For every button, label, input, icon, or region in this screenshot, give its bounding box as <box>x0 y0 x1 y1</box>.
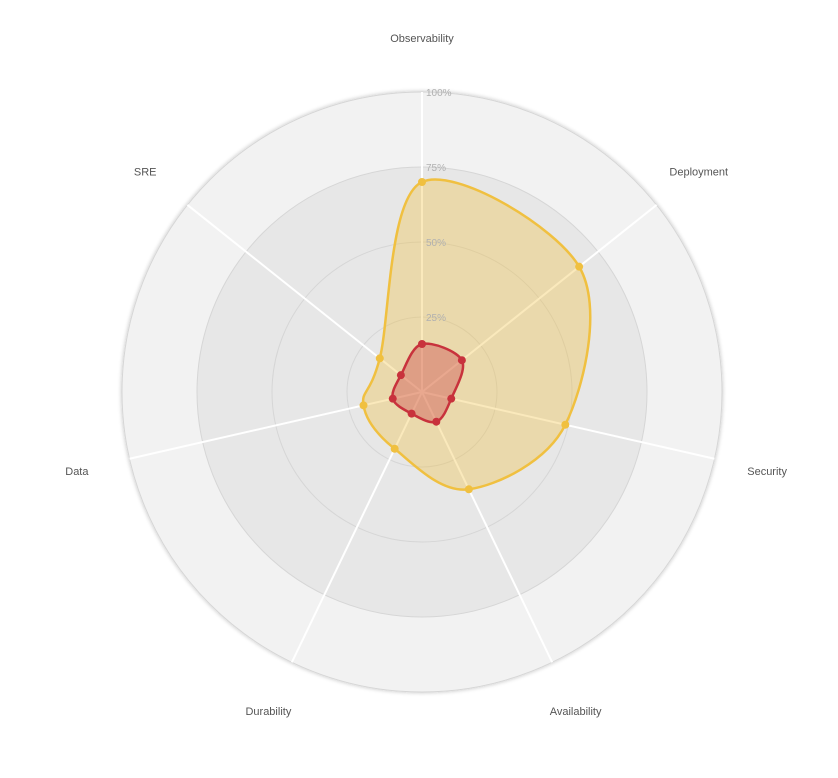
data-point[interactable] <box>575 262 584 271</box>
axis-label-data: Data <box>65 466 89 478</box>
data-point[interactable] <box>561 420 570 429</box>
series-2 <box>388 340 466 426</box>
data-point[interactable] <box>432 417 441 426</box>
series-layer <box>359 178 592 494</box>
axis-labels: Observability Deployment Security Availabil… <box>65 33 787 718</box>
data-point[interactable] <box>359 401 368 410</box>
axis-label-security: Security <box>747 466 787 478</box>
data-point[interactable] <box>396 371 405 380</box>
data-point[interactable] <box>464 485 473 494</box>
axis-spoke <box>290 391 423 663</box>
axis-spoke <box>129 391 423 460</box>
data-point[interactable] <box>375 354 384 363</box>
data-point[interactable] <box>447 394 456 403</box>
data-point[interactable] <box>390 444 399 453</box>
tick-label: 50% <box>426 238 446 249</box>
data-point[interactable] <box>418 178 426 186</box>
tick-label: 25% <box>426 313 446 324</box>
data-point[interactable] <box>388 394 397 403</box>
series-1 <box>359 178 592 494</box>
axis-label-availability: Availability <box>550 706 602 718</box>
axis-label-sre: SRE <box>134 166 157 178</box>
axis-label-durability: Durability <box>245 706 291 718</box>
axis-label-observability: Observability <box>390 33 454 45</box>
data-point[interactable] <box>457 356 466 365</box>
data-point[interactable] <box>418 340 426 348</box>
axis-spoke <box>421 391 554 663</box>
data-point[interactable] <box>407 409 416 418</box>
tick-label: 100% <box>426 88 452 99</box>
tick-label: 75% <box>426 163 446 174</box>
radial-tick-labels: 25% 50% 75% 100% <box>426 88 452 324</box>
axis-label-deployment: Deployment <box>669 166 728 178</box>
